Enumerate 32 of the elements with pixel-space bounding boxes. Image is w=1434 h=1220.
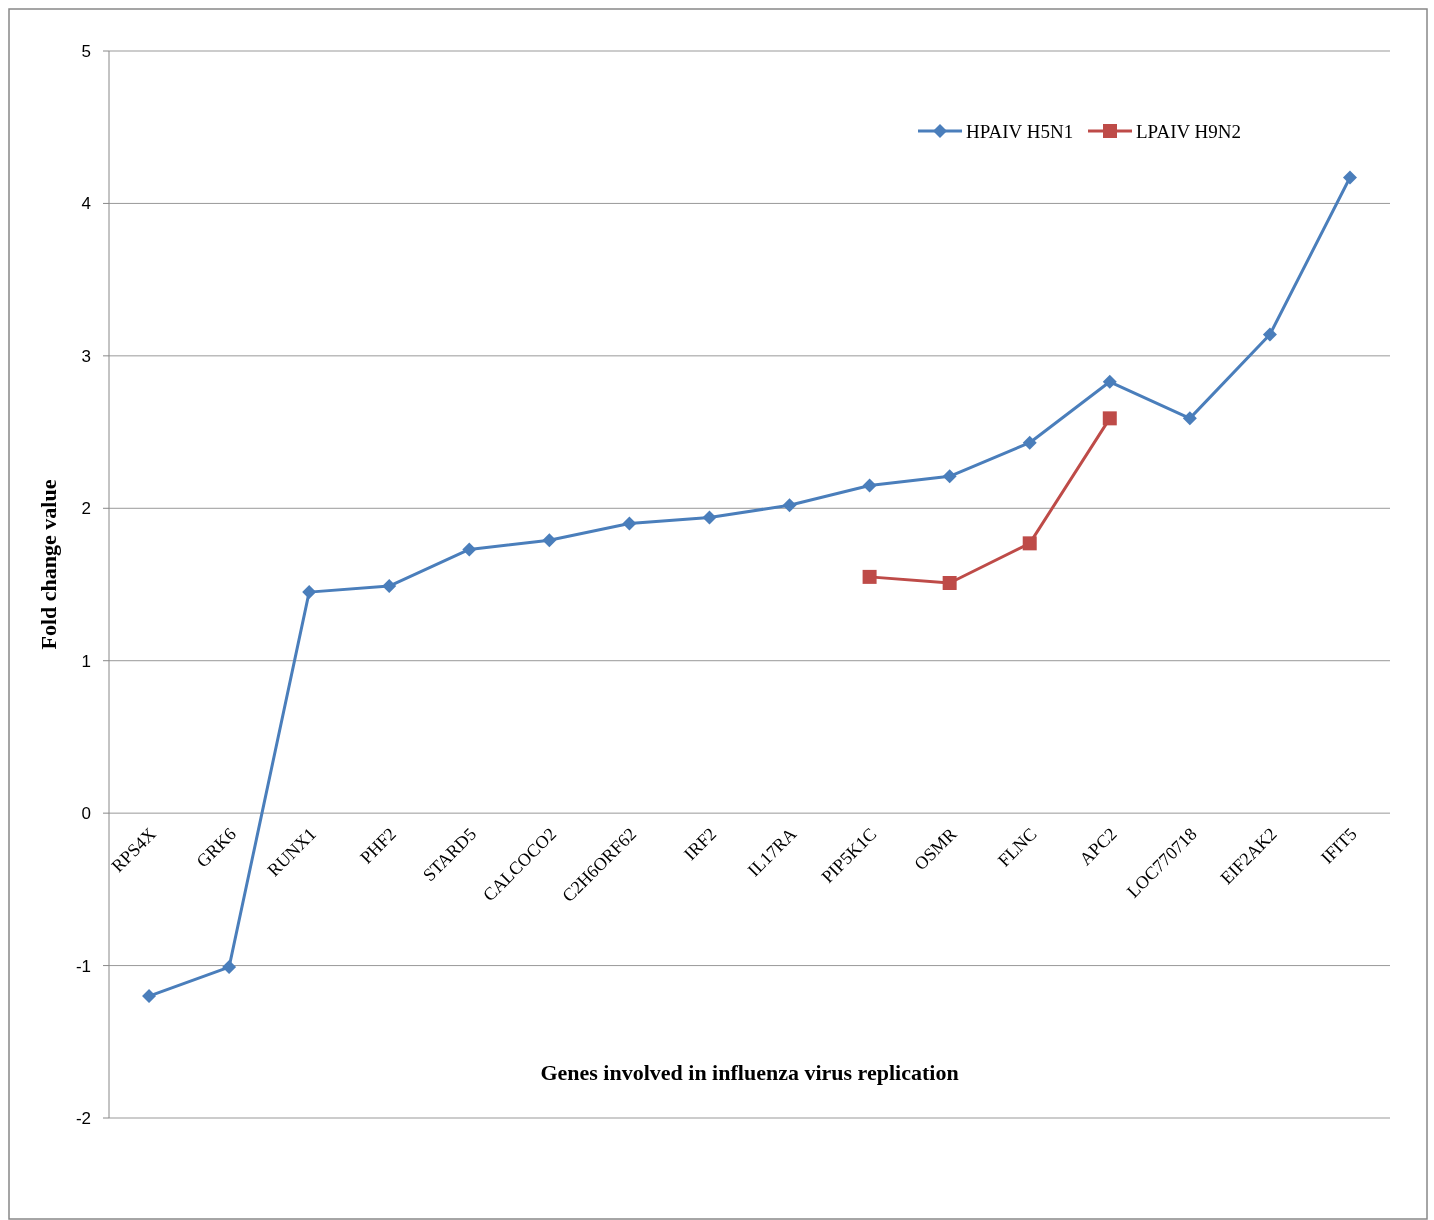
point [142, 989, 157, 1004]
y-tick-label: 2 [81, 499, 91, 519]
point [862, 478, 877, 493]
point [1022, 536, 1037, 551]
y-tick-label: -2 [75, 1108, 91, 1128]
point [542, 533, 557, 548]
point [1022, 435, 1037, 450]
point [942, 469, 957, 484]
point [1102, 411, 1117, 426]
point [1102, 374, 1117, 389]
legend-label: LPAIV H9N2 [1136, 120, 1242, 142]
y-tick-label: 5 [81, 41, 91, 61]
point [1182, 411, 1197, 426]
y-tick-label: 1 [81, 651, 91, 671]
point [222, 960, 237, 975]
point [302, 585, 317, 600]
legend-label: HPAIV H5N1 [966, 120, 1074, 142]
point [382, 579, 397, 594]
point [1262, 327, 1277, 342]
point [862, 569, 877, 584]
y-tick-label: 4 [81, 194, 91, 214]
point [942, 575, 957, 590]
point [622, 516, 637, 531]
y-tick-label: 0 [81, 804, 91, 824]
point [702, 510, 717, 525]
y-tick-label: 3 [81, 346, 91, 366]
y-axis-title: Fold change value [36, 479, 61, 650]
y-tick-label: -1 [75, 956, 91, 976]
point [462, 542, 477, 557]
point [782, 498, 797, 513]
x-axis-title: Genes involved in influenza virus replication [540, 1060, 959, 1085]
point [1342, 170, 1357, 185]
